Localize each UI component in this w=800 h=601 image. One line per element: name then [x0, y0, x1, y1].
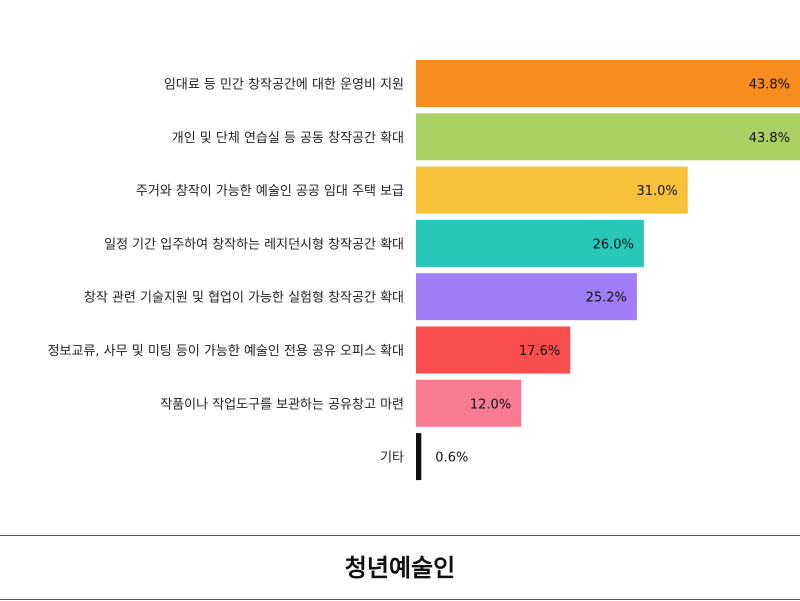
- value-label: 17.6%: [519, 344, 560, 359]
- bar: [416, 219, 644, 267]
- value-label: 43.8%: [749, 78, 790, 93]
- value-label: 25.2%: [586, 291, 627, 306]
- category-label: 기타: [380, 451, 404, 466]
- group-title: 청년예술인: [344, 554, 456, 582]
- category-label: 창작 관련 기술지원 및 협업이 가능한 실험형 창작공간 확대: [84, 291, 404, 306]
- value-label: 0.6%: [435, 451, 468, 466]
- bar: [416, 273, 637, 321]
- bar: [416, 113, 800, 161]
- category-label: 정보교류, 사무 및 미팅 등이 가능한 예술인 전용 공유 오피스 확대: [48, 344, 404, 359]
- category-label: 작품이나 작업도구를 보관하는 공유창고 마련: [160, 397, 404, 412]
- category-label: 개인 및 단체 연습실 등 공동 창작공간 확대: [172, 131, 404, 146]
- bar-chart: 임대료 등 민간 창작공간에 대한 운영비 지원 43.8% 개인 및 단체 연습실…: [48, 60, 800, 481]
- bar: [416, 60, 800, 107]
- value-label: 26.0%: [593, 237, 634, 252]
- category-label: 일정 기간 입주하여 창작하는 레지던시형 창작공간 확대: [104, 237, 404, 252]
- bar: [416, 433, 422, 481]
- value-label: 12.0%: [470, 397, 511, 412]
- bars-layer: 임대료 등 민간 창작공간에 대한 운영비 지원 43.8% 개인 및 단체 연습실…: [48, 60, 800, 481]
- value-label: 31.0%: [636, 184, 677, 199]
- category-label: 주거와 창작이 가능한 예술인 공공 임대 주택 보급: [136, 184, 404, 199]
- category-label: 임대료 등 민간 창작공간에 대한 운영비 지원: [164, 78, 404, 93]
- bar: [416, 166, 688, 214]
- bar: [416, 326, 571, 374]
- footer-bottom-divider: [0, 599, 800, 600]
- bar: [416, 379, 522, 427]
- value-label: 43.8%: [749, 131, 790, 146]
- footer-top-divider: [0, 535, 800, 536]
